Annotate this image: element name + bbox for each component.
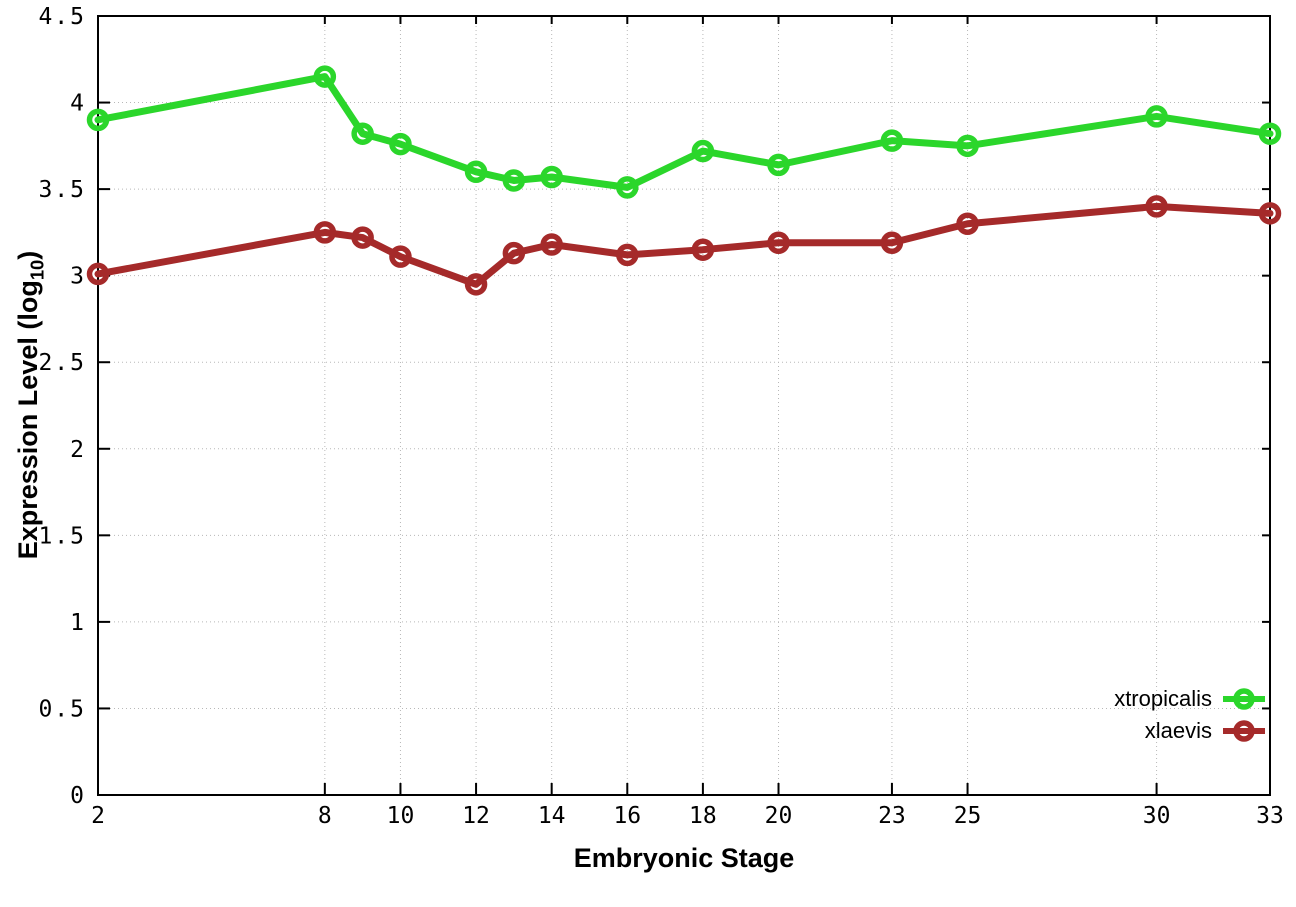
y-tick-label: 1.5	[38, 523, 86, 549]
series-line-xlaevis	[94, 202, 1274, 288]
y-tick-label: 0	[70, 783, 86, 809]
legend-point-sample-xlaevis	[1233, 720, 1255, 742]
legend: xtropicalis xlaevis	[1114, 686, 1266, 744]
y-axis-title-close: )	[13, 250, 43, 260]
x-tick-label: 12	[462, 803, 490, 829]
data-point-xlaevis	[767, 231, 790, 255]
data-point-xtropicalis	[313, 65, 337, 88]
legend-item-xtropicalis: xtropicalis	[1114, 686, 1266, 712]
data-point-xlaevis	[1258, 202, 1282, 225]
x-tick-label: 18	[689, 803, 717, 829]
y-axis-title: Expression Level (log10)	[8, 225, 48, 585]
plot-border	[97, 15, 1271, 796]
legend-point-sample-xtropicalis	[1233, 688, 1255, 710]
x-tick-label: 23	[878, 803, 906, 829]
data-point-xlaevis	[86, 262, 110, 286]
data-point-xtropicalis	[86, 108, 110, 132]
y-tick-label: 4.5	[38, 4, 86, 30]
legend-item-xlaevis: xlaevis	[1145, 718, 1266, 744]
y-axis-title-subscript: 10	[26, 259, 48, 281]
data-point-xlaevis	[351, 226, 374, 249]
data-point-xtropicalis	[540, 165, 563, 189]
data-point-xlaevis	[880, 231, 904, 255]
y-tick-label: 4	[70, 91, 86, 117]
y-tick-label: 0.5	[38, 696, 86, 722]
legend-label-xlaevis: xlaevis	[1144, 718, 1212, 743]
series-line-xtropicalis	[94, 73, 1274, 191]
data-point-xtropicalis	[880, 129, 904, 152]
data-point-xlaevis	[691, 238, 715, 261]
data-point-xlaevis	[389, 245, 412, 268]
x-axis-title: Embryonic Stage	[573, 843, 795, 873]
data-point-xlaevis	[464, 273, 488, 296]
legend-label-xtropicalis: xtropicalis	[1114, 686, 1212, 711]
x-tick-label: 25	[954, 803, 982, 829]
data-point-xlaevis	[540, 233, 563, 256]
x-tick-label: 2	[91, 803, 105, 829]
x-tick-label: 16	[613, 803, 641, 829]
data-point-xtropicalis	[616, 176, 639, 199]
y-tick-label: 3	[70, 264, 86, 290]
data-point-xtropicalis	[389, 132, 412, 156]
x-tick-label: 8	[318, 803, 332, 829]
x-tick-label: 10	[387, 803, 415, 829]
y-axis-title-text: Expression Level (log	[13, 280, 43, 560]
data-point-xtropicalis	[767, 153, 790, 177]
data-point-xlaevis	[313, 221, 337, 244]
legend-marker-xlaevis	[1223, 720, 1265, 742]
data-point-xlaevis	[956, 212, 979, 235]
x-tick-label: 20	[765, 803, 793, 829]
data-point-xtropicalis	[1258, 122, 1282, 145]
y-tick-label: 2	[70, 437, 86, 463]
x-tick-label: 33	[1256, 803, 1284, 829]
x-tick-label: 30	[1143, 803, 1171, 829]
data-point-xtropicalis	[691, 139, 715, 163]
y-tick-label: 1	[70, 610, 86, 636]
y-tick-label: 2.5	[38, 350, 86, 376]
legend-marker-xtropicalis	[1223, 688, 1265, 710]
data-point-xlaevis	[1145, 195, 1168, 218]
data-point-xtropicalis	[1145, 105, 1168, 128]
data-point-xlaevis	[616, 243, 639, 267]
data-point-xtropicalis	[502, 169, 526, 192]
data-point-xtropicalis	[351, 122, 374, 145]
x-tick-label: 14	[538, 803, 566, 829]
data-point-xtropicalis	[464, 160, 488, 184]
data-point-xlaevis	[502, 241, 526, 265]
data-point-xtropicalis	[956, 134, 979, 158]
y-tick-label: 3.5	[38, 177, 86, 203]
